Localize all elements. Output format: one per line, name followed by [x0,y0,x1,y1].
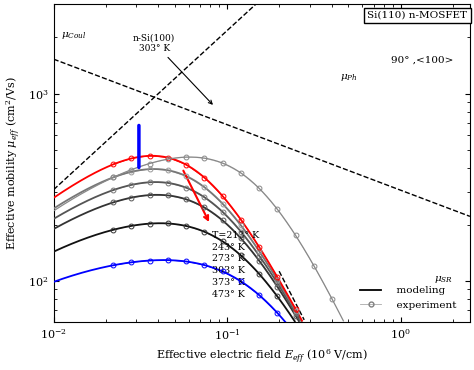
Text: n-Si(100)
303° K: n-Si(100) 303° K [133,33,212,104]
X-axis label: Effective electric field $E_{eff}$ (10$^6$ V/cm): Effective electric field $E_{eff}$ (10$^… [155,347,368,366]
Text: Si(110) n-MOSFET: Si(110) n-MOSFET [367,11,467,20]
Text: $\mu_{Coul}$: $\mu_{Coul}$ [61,30,86,41]
Text: $\mu_{SR}$: $\mu_{SR}$ [434,274,453,285]
Text: 90° ,<100>: 90° ,<100> [391,55,453,64]
Text: T=213° K
243° K
273° K
303° K
373° K
473° K: T=213° K 243° K 273° K 303° K 373° K 473… [212,231,259,299]
Y-axis label: Effective mobility $\mu_{eff}$ (cm$^2$/Vs): Effective mobility $\mu_{eff}$ (cm$^2$/V… [4,77,23,250]
Legend:   modeling,   experiment: modeling, experiment [356,282,460,314]
Text: $\mu_{Ph}$: $\mu_{Ph}$ [340,72,358,83]
